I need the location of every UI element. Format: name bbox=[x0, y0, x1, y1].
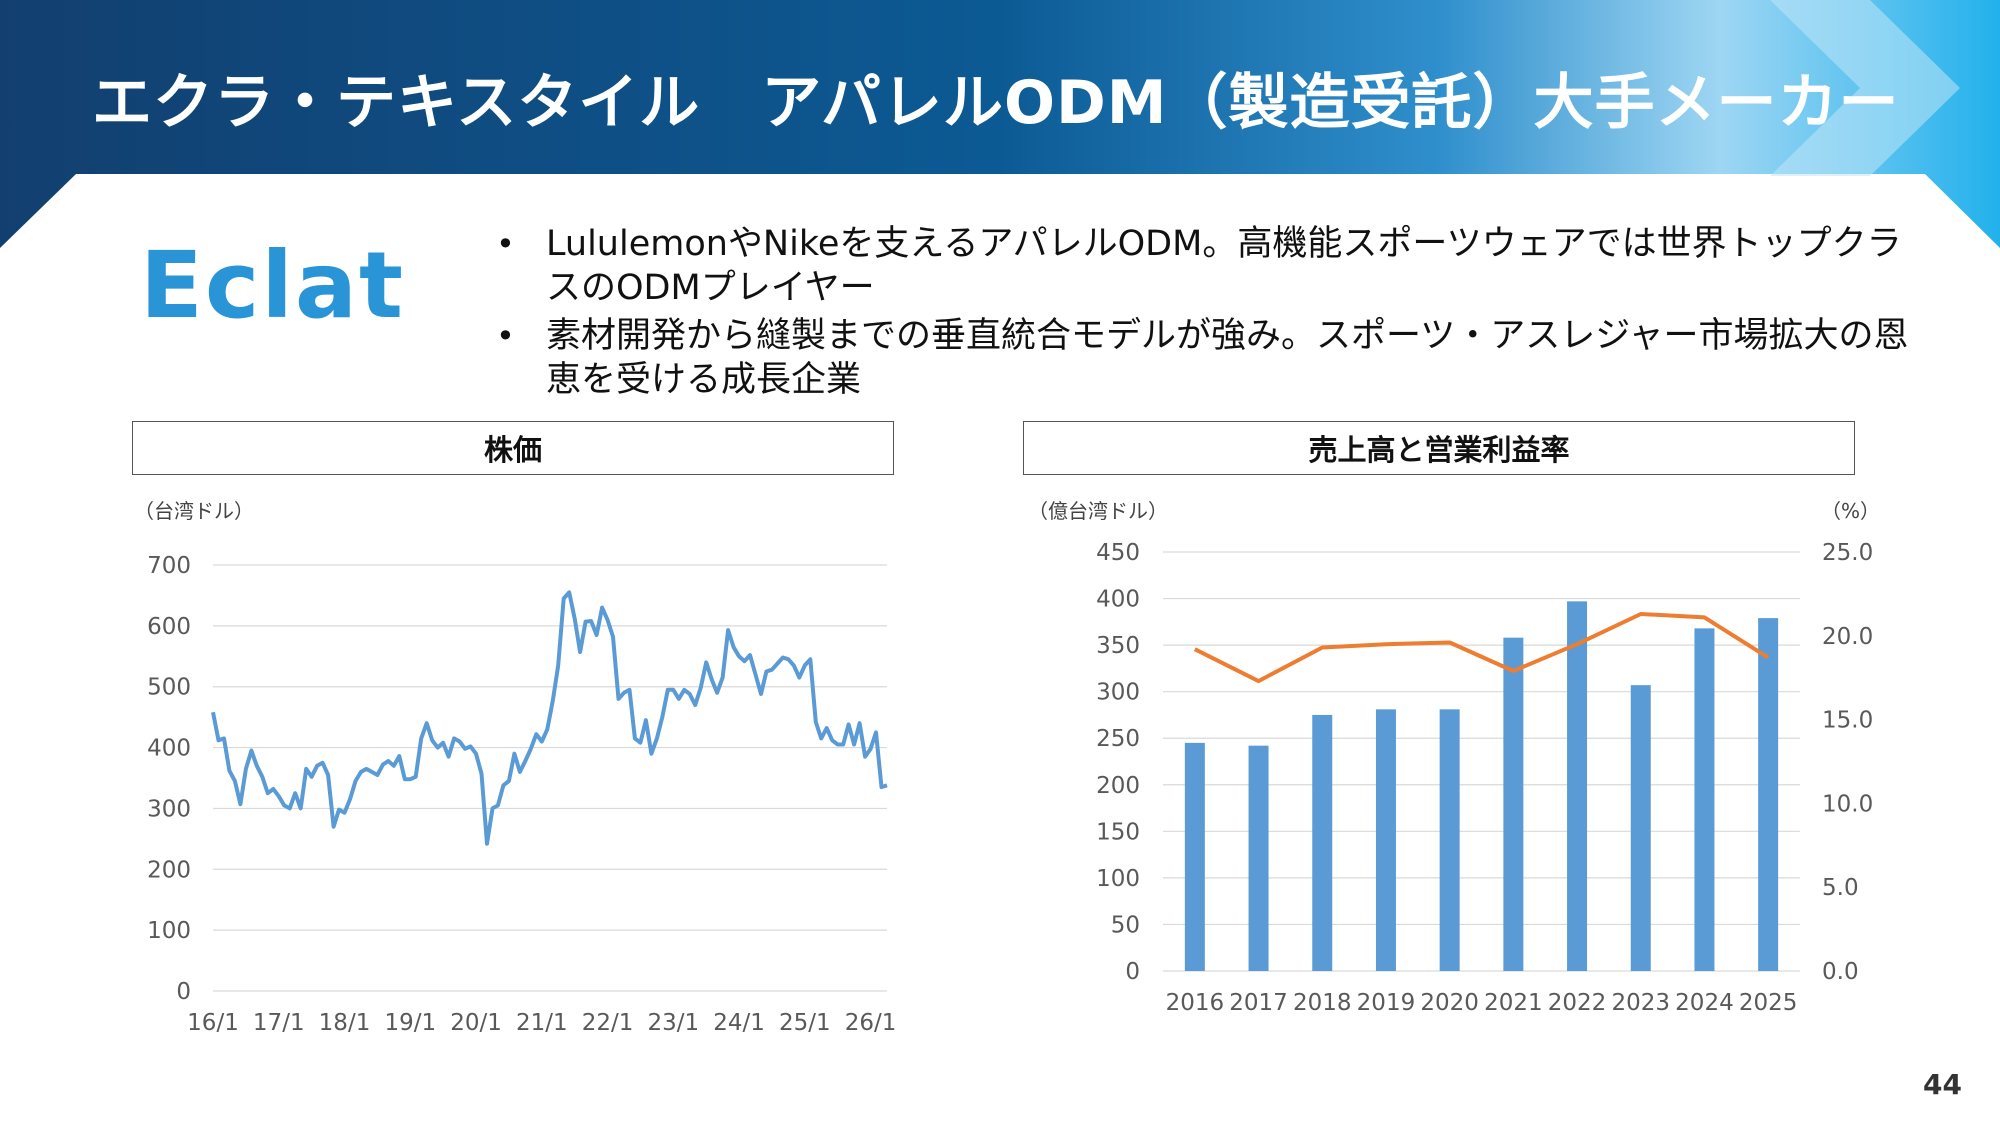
price-x-tick-label: 23/1 bbox=[647, 1010, 699, 1036]
price-x-tick-label: 19/1 bbox=[384, 1010, 436, 1036]
stock-price-panel-title: 株価 bbox=[132, 421, 894, 475]
price-x-tick-label: 20/1 bbox=[450, 1010, 502, 1036]
sales-panel-title: 売上高と営業利益率 bbox=[1023, 421, 1855, 475]
sales-y-tick-label: 0 bbox=[1125, 959, 1140, 985]
price-x-tick-label: 25/1 bbox=[779, 1010, 831, 1036]
sales-bar bbox=[1630, 685, 1651, 971]
header-banner bbox=[0, 0, 2000, 248]
price-y-tick-label: 0 bbox=[176, 979, 191, 1005]
sales-y-tick-label: 350 bbox=[1096, 633, 1140, 659]
sales-x-tick-label: 2020 bbox=[1420, 990, 1479, 1016]
price-x-tick-label: 21/1 bbox=[516, 1010, 568, 1036]
margin-y-tick-label: 25.0 bbox=[1822, 540, 1873, 566]
margin-y-tick-label: 20.0 bbox=[1822, 624, 1873, 650]
margin-y-tick-label: 5.0 bbox=[1822, 875, 1859, 901]
sales-y-tick-label: 200 bbox=[1096, 773, 1140, 799]
margin-y-tick-label: 10.0 bbox=[1822, 791, 1873, 817]
price-y-tick-label: 100 bbox=[147, 918, 191, 944]
price-y-tick-label: 300 bbox=[147, 796, 191, 822]
sales-bar bbox=[1503, 637, 1524, 971]
sales-bar bbox=[1567, 601, 1588, 971]
summary-bullets: LululemonやNikeを支えるアパレルODM。高機能スポーツウェアでは世界… bbox=[490, 222, 1910, 406]
header-chevron bbox=[1770, 0, 1960, 176]
sales-x-tick-label: 2024 bbox=[1675, 990, 1734, 1016]
sales-bar bbox=[1184, 742, 1205, 971]
price-x-tick-label: 22/1 bbox=[582, 1010, 634, 1036]
sales-x-tick-label: 2022 bbox=[1548, 990, 1607, 1016]
sales-y-tick-label: 250 bbox=[1096, 726, 1140, 752]
bullet-item: 素材開発から縫製までの垂直統合モデルが強み。スポーツ・アスレジャー市場拡大の恩恵… bbox=[490, 314, 1910, 402]
sales-bar bbox=[1375, 709, 1396, 971]
sales-bar bbox=[1694, 628, 1715, 971]
sales-y-tick-label: 100 bbox=[1096, 866, 1140, 892]
sales-bar bbox=[1758, 618, 1779, 971]
price-y-axis-label: （台湾ドル） bbox=[134, 499, 254, 523]
price-y-tick-label: 700 bbox=[147, 553, 191, 579]
page-title: エクラ・テキスタイル アパレルODM（製造受託）大手メーカー bbox=[92, 68, 1900, 138]
sales-x-tick-label: 2023 bbox=[1611, 990, 1670, 1016]
price-x-tick-label: 24/1 bbox=[713, 1010, 765, 1036]
price-series-line bbox=[211, 590, 888, 846]
sales-x-tick-label: 2019 bbox=[1357, 990, 1416, 1016]
margin-series-line bbox=[1193, 612, 1770, 684]
sales-y-tick-label: 150 bbox=[1096, 819, 1140, 845]
sales-y-tick-label: 400 bbox=[1096, 587, 1140, 613]
sales-y-tick-label: 50 bbox=[1111, 912, 1140, 938]
sales-x-tick-label: 2018 bbox=[1293, 990, 1352, 1016]
sales-x-tick-label: 2021 bbox=[1484, 990, 1543, 1016]
page-number: 44 bbox=[1923, 1068, 1962, 1101]
price-x-tick-label: 16/1 bbox=[187, 1010, 239, 1036]
sales-x-tick-label: 2016 bbox=[1166, 990, 1225, 1016]
price-y-tick-label: 600 bbox=[147, 614, 191, 640]
price-x-tick-label: 17/1 bbox=[253, 1010, 305, 1036]
price-x-tick-label: 18/1 bbox=[319, 1010, 371, 1036]
sales-x-tick-label: 2017 bbox=[1229, 990, 1288, 1016]
price-y-tick-label: 200 bbox=[147, 857, 191, 883]
price-y-tick-label: 400 bbox=[147, 736, 191, 762]
sales-x-tick-label: 2025 bbox=[1739, 990, 1798, 1016]
eclat-logo: Eclat bbox=[140, 232, 405, 339]
sales-y-tick-label: 300 bbox=[1096, 680, 1140, 706]
sales-bar bbox=[1312, 714, 1333, 971]
bullet-item: LululemonやNikeを支えるアパレルODM。高機能スポーツウェアでは世界… bbox=[490, 222, 1910, 310]
price-y-tick-label: 500 bbox=[147, 675, 191, 701]
margin-y-tick-label: 15.0 bbox=[1822, 708, 1873, 734]
margin-y-axis-label: （%） bbox=[1821, 499, 1880, 523]
margin-y-tick-label: 0.0 bbox=[1822, 959, 1859, 985]
sales-y-tick-label: 450 bbox=[1096, 540, 1140, 566]
price-x-tick-label: 26/1 bbox=[845, 1010, 897, 1036]
sales-y-axis-label: （億台湾ドル） bbox=[1028, 499, 1168, 523]
sales-bar bbox=[1248, 745, 1269, 971]
header-background bbox=[0, 0, 2000, 248]
sales-bar bbox=[1439, 709, 1460, 971]
